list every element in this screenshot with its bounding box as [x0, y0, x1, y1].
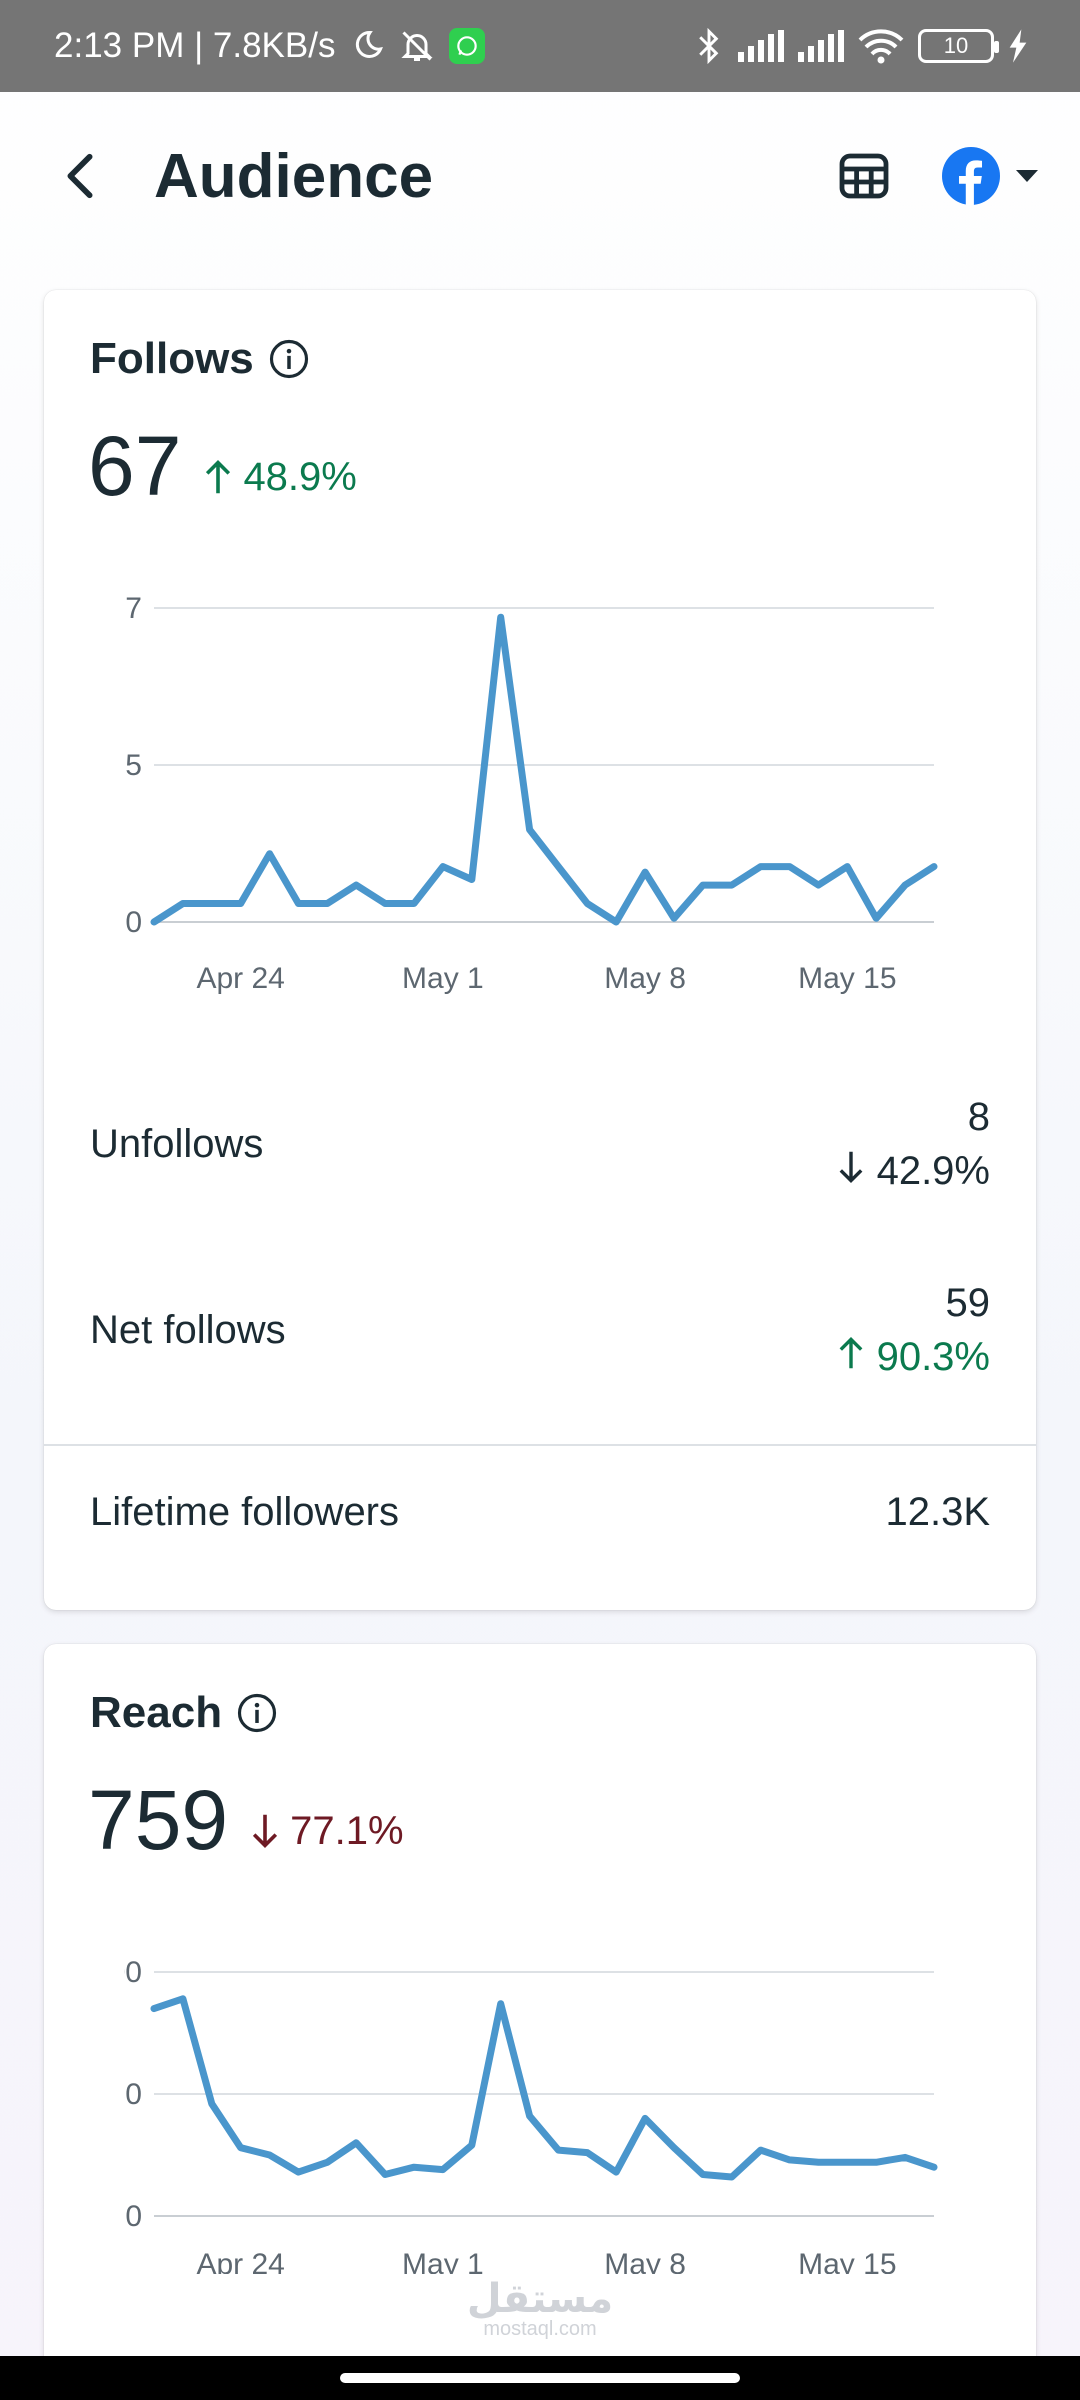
x-tick-label: May 1 [402, 2248, 484, 2274]
net-follows-value: 59 [945, 1281, 991, 1325]
bell-off-icon [399, 28, 435, 64]
series-line [150, 613, 938, 926]
reach-title-row: Reach [90, 1688, 278, 1738]
arrow-up-icon [206, 460, 231, 494]
follows-value: 67 [88, 419, 182, 513]
info-icon[interactable] [236, 1692, 278, 1734]
net-follows-delta-text: 90.3% [876, 1335, 990, 1379]
status-bar: 2:13 PM | 7.8KB/s 10 [0, 0, 1080, 92]
home-handle[interactable] [340, 2373, 740, 2383]
bluetooth-icon [694, 27, 724, 65]
battery-level: 10 [943, 33, 969, 58]
follows-title: Follows [90, 334, 254, 383]
navigation-bar [0, 2356, 1080, 2400]
y-tick-label: 8.5 [124, 749, 142, 782]
table-icon [839, 153, 889, 199]
x-tick-label: May 15 [798, 962, 896, 995]
follows-summary: 67 48.9% [88, 418, 357, 515]
unfollows-value: 8 [967, 1095, 990, 1139]
follows-chart: 17 8.5 0 Apr 24 May 1 May 8 May 15 [124, 592, 938, 995]
arrow-down-icon [840, 1151, 863, 1184]
chevron-left-icon [67, 153, 93, 199]
y-tick-label: 100 [124, 1956, 142, 1989]
net-follows-row: Net follows 59 90.3% [90, 1276, 990, 1384]
x-tick-label: Apr 24 [196, 2248, 284, 2274]
follows-delta: 48.9% [203, 454, 357, 500]
reach-card: Reach 759 77.1% 100 50 0 Apr 24 May 1 May 8 Ma… [44, 1644, 1036, 2400]
whatsapp-icon [449, 28, 486, 64]
unfollows-row: Unfollows 8 42.9% [90, 1090, 990, 1198]
charging-icon [1008, 29, 1028, 63]
reach-delta-text: 77.1% [290, 1808, 404, 1853]
reach-value: 759 [88, 1773, 229, 1867]
arrow-up-icon [840, 1336, 863, 1369]
x-tick-label: May 15 [798, 2248, 896, 2274]
y-tick-label: 17 [124, 592, 142, 625]
reach-delta: 77.1% [250, 1808, 404, 1854]
x-tick-label: Apr 24 [196, 962, 284, 995]
battery-icon: 10 [918, 29, 999, 63]
table-view-button[interactable] [836, 148, 892, 204]
y-tick-label: 0 [125, 2200, 142, 2233]
lifetime-followers-label: Lifetime followers [90, 1490, 400, 1534]
facebook-icon [942, 147, 1000, 205]
watermark-sub: mostaql.com [483, 2318, 597, 2340]
series-line [150, 1995, 938, 2181]
follows-delta-text: 48.9% [243, 454, 357, 499]
watermark: مستقل mostaql.com [0, 2276, 1080, 2341]
reach-summary: 759 77.1% [88, 1772, 404, 1869]
x-tick-label: May 1 [402, 962, 484, 995]
y-tick-label: 50 [124, 2078, 142, 2111]
unfollows-delta: 42.9% [837, 1144, 990, 1198]
arrow-down-icon [253, 1814, 278, 1848]
app-header: Audience [0, 92, 1080, 260]
unfollows-label: Unfollows [90, 1121, 264, 1166]
wifi-icon [858, 28, 904, 64]
info-icon[interactable] [268, 338, 310, 380]
net-follows-label: Net follows [90, 1307, 286, 1352]
reach-title: Reach [90, 1688, 223, 1737]
net-follows-delta: 90.3% [837, 1330, 990, 1384]
reach-chart: 100 50 0 Apr 24 May 1 May 8 May 15 [124, 1956, 938, 2274]
account-switcher-button[interactable] [942, 147, 1040, 205]
page-title: Audience [154, 141, 434, 211]
follows-title-row: Follows [90, 334, 310, 384]
x-tick-label: May 8 [604, 962, 686, 995]
x-tick-label: May 8 [604, 2248, 686, 2274]
follows-card: Follows 67 48.9% 17 8.5 0 Apr 24 May 1 May 8 M… [44, 290, 1036, 1610]
y-tick-label: 0 [125, 906, 142, 939]
signal-icon [738, 30, 784, 62]
moon-icon [349, 28, 385, 64]
back-button[interactable] [40, 136, 120, 216]
lifetime-followers-row: Lifetime followers 12.3K [90, 1490, 990, 1535]
status-time-speed: 2:13 PM | 7.8KB/s [54, 26, 336, 65]
divider [44, 1444, 1036, 1446]
caret-down-icon [1016, 170, 1038, 182]
watermark-text: مستقل [466, 2277, 614, 2321]
signal-icon [798, 30, 844, 62]
lifetime-followers-value: 12.3K [885, 1490, 990, 1534]
unfollows-delta-text: 42.9% [876, 1149, 990, 1193]
